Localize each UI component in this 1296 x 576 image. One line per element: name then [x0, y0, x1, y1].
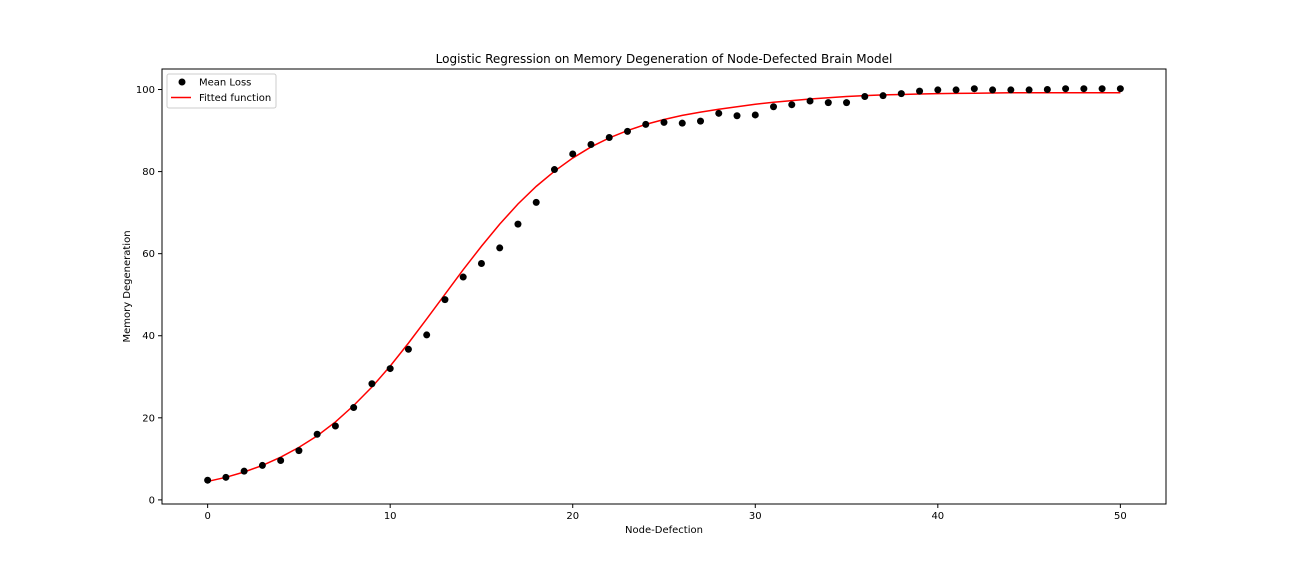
legend-label-fitted-function: Fitted function [199, 93, 271, 104]
mean-loss-point [277, 457, 285, 464]
mean-loss-point [331, 422, 339, 430]
y-tick-label: 100 [136, 85, 155, 96]
mean-loss-point [550, 166, 558, 174]
mean-loss-point [879, 92, 887, 100]
y-axis-label: Memory Degeneration [122, 230, 133, 342]
y-tick-label: 40 [142, 331, 155, 342]
mean-loss-point [350, 404, 358, 412]
y-tick-label: 80 [142, 167, 155, 178]
mean-loss-point [496, 244, 504, 252]
x-tick-label: 30 [749, 511, 762, 522]
mean-loss-point [587, 141, 595, 149]
mean-loss-point [1098, 85, 1106, 93]
mean-loss-point [514, 220, 522, 228]
plot-area [204, 85, 1124, 484]
mean-loss-point [1043, 86, 1051, 94]
mean-loss-point [386, 365, 394, 373]
mean-loss-point [295, 447, 303, 455]
mean-loss-point [806, 97, 814, 105]
legend-label-mean-loss: Mean Loss [199, 78, 251, 89]
legend-marker-mean-loss [178, 78, 186, 86]
mean-loss-point [532, 198, 540, 206]
mean-loss-point [897, 90, 905, 98]
mean-loss-point [1080, 85, 1088, 93]
chart-title: Logistic Regression on Memory Degenerati… [436, 52, 893, 66]
mean-loss-point [770, 103, 778, 111]
mean-loss-point [222, 473, 230, 481]
x-tick-label: 10 [384, 511, 397, 522]
mean-loss-point [678, 119, 686, 127]
mean-loss-point [952, 86, 960, 94]
mean-loss-point [423, 331, 431, 339]
x-tick-label: 40 [931, 511, 944, 522]
mean-loss-point [240, 467, 248, 475]
mean-loss-point [313, 430, 321, 438]
mean-loss-point [569, 150, 577, 158]
mean-loss-point [861, 92, 869, 100]
mean-loss-point [934, 86, 942, 94]
mean-loss-point [824, 99, 832, 107]
y-tick-label: 0 [149, 495, 155, 506]
x-tick-label: 20 [566, 511, 579, 522]
mean-loss-point [989, 86, 997, 94]
mean-loss-point [642, 120, 650, 128]
mean-loss-point [404, 345, 412, 353]
x-axis-label: Node-Defection [625, 525, 703, 536]
mean-loss-point [788, 101, 796, 109]
mean-loss-point [459, 273, 467, 281]
mean-loss-point [368, 380, 376, 388]
mean-loss-point [970, 85, 978, 93]
legend-box [166, 73, 277, 109]
mean-loss-point [1062, 85, 1070, 93]
legend: Mean Loss Fitted function [166, 73, 277, 109]
mean-loss-point [1007, 86, 1015, 94]
mean-loss-point [258, 461, 266, 469]
y-axis: 0 20 40 60 80 100 [136, 85, 162, 506]
mean-loss-point [477, 260, 485, 268]
mean-loss-point [715, 109, 723, 117]
mean-loss-point [1025, 86, 1033, 94]
mean-loss-point [204, 476, 212, 484]
mean-loss-point [441, 296, 449, 304]
mean-loss-point [843, 99, 851, 107]
y-tick-label: 60 [142, 249, 155, 260]
y-tick-label: 20 [142, 413, 155, 424]
x-axis: 0 10 20 30 40 50 [204, 504, 1127, 522]
x-tick-label: 50 [1114, 511, 1127, 522]
mean-loss-point [660, 118, 668, 126]
mean-loss-point [733, 112, 741, 120]
mean-loss-point [623, 127, 631, 135]
mean-loss-point [1116, 85, 1124, 93]
mean-loss-point [697, 117, 705, 125]
mean-loss-point [916, 87, 924, 95]
mean-loss-point [751, 111, 759, 119]
x-tick-label: 0 [204, 511, 210, 522]
plot-frame [161, 68, 1167, 505]
mean-loss-point [605, 134, 613, 142]
